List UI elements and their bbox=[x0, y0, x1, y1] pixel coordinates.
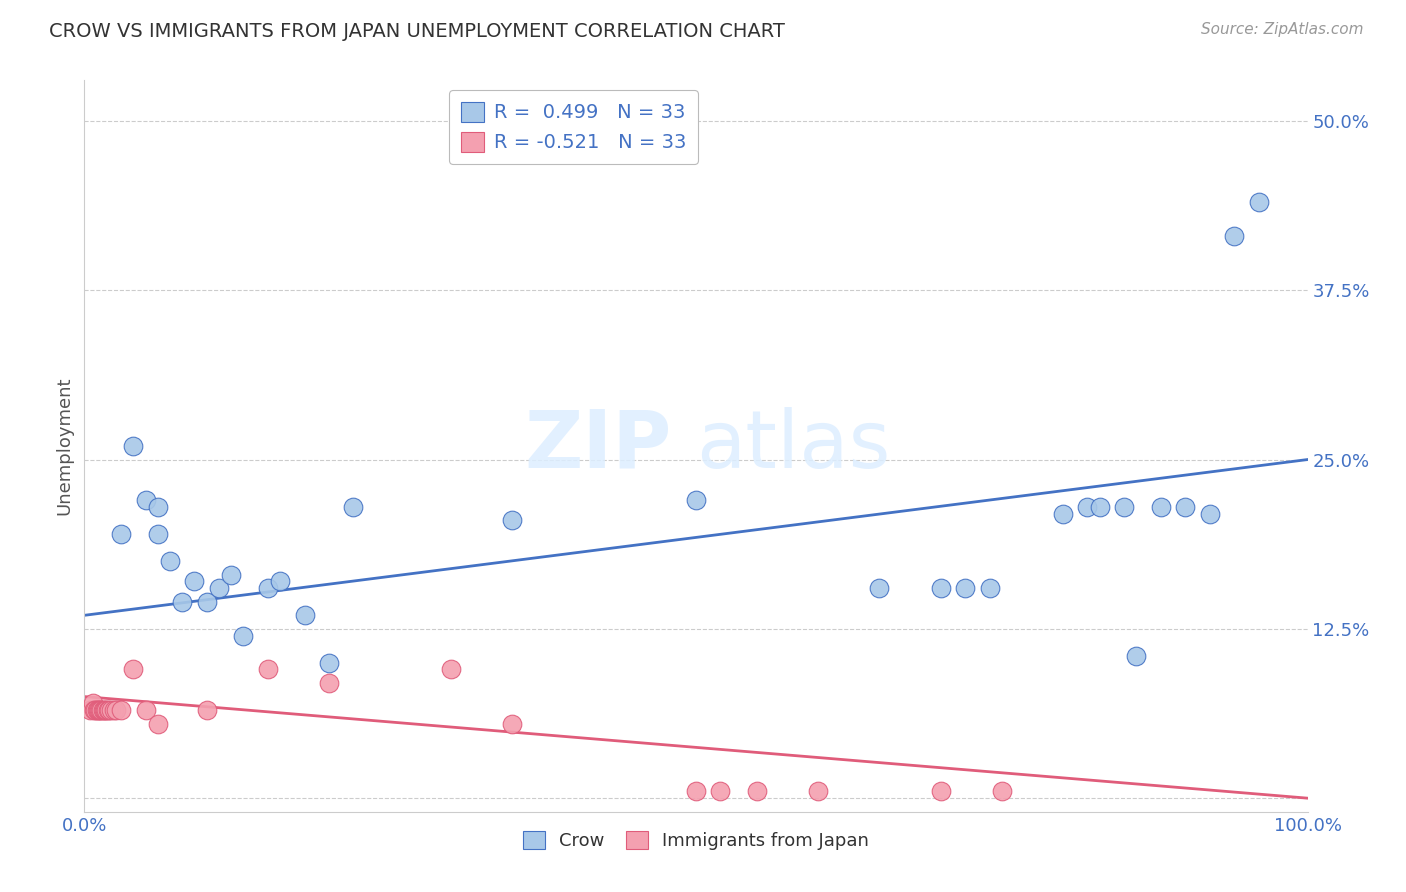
Point bbox=[747, 784, 769, 798]
Point bbox=[87, 703, 110, 717]
Point bbox=[84, 703, 107, 717]
Point bbox=[929, 784, 952, 798]
Point bbox=[82, 697, 104, 711]
Point bbox=[318, 656, 340, 670]
Point bbox=[929, 581, 952, 595]
Point bbox=[183, 574, 205, 589]
Point bbox=[93, 703, 115, 717]
Point bbox=[110, 527, 132, 541]
Point bbox=[91, 703, 114, 717]
Point bbox=[146, 716, 169, 731]
Point bbox=[146, 500, 169, 514]
Point bbox=[159, 554, 181, 568]
Point bbox=[257, 581, 280, 595]
Point bbox=[1247, 195, 1270, 210]
Point bbox=[94, 703, 117, 717]
Point bbox=[100, 703, 122, 717]
Point bbox=[89, 703, 111, 717]
Point bbox=[146, 527, 169, 541]
Point bbox=[1114, 500, 1136, 514]
Point bbox=[172, 595, 194, 609]
Text: ZIP: ZIP bbox=[524, 407, 672, 485]
Point bbox=[90, 703, 112, 717]
Point bbox=[979, 581, 1001, 595]
Text: CROW VS IMMIGRANTS FROM JAPAN UNEMPLOYMENT CORRELATION CHART: CROW VS IMMIGRANTS FROM JAPAN UNEMPLOYME… bbox=[49, 22, 785, 41]
Point bbox=[83, 703, 105, 717]
Point bbox=[1052, 507, 1074, 521]
Point bbox=[1125, 648, 1147, 663]
Text: Source: ZipAtlas.com: Source: ZipAtlas.com bbox=[1201, 22, 1364, 37]
Point bbox=[257, 663, 280, 677]
Point bbox=[440, 663, 463, 677]
Point bbox=[135, 703, 157, 717]
Point bbox=[953, 581, 976, 595]
Point bbox=[97, 703, 120, 717]
Point bbox=[685, 784, 707, 798]
Point bbox=[195, 595, 218, 609]
Point bbox=[135, 493, 157, 508]
Point bbox=[1223, 229, 1246, 244]
Y-axis label: Unemployment: Unemployment bbox=[55, 376, 73, 516]
Point bbox=[1198, 507, 1220, 521]
Point bbox=[869, 581, 891, 595]
Point bbox=[1088, 500, 1111, 514]
Point bbox=[232, 629, 254, 643]
Point bbox=[1076, 500, 1098, 514]
Point bbox=[219, 567, 242, 582]
Point bbox=[208, 581, 231, 595]
Point bbox=[294, 608, 316, 623]
Point bbox=[96, 703, 118, 717]
Text: atlas: atlas bbox=[696, 407, 890, 485]
Point bbox=[807, 784, 830, 798]
Point bbox=[97, 703, 120, 717]
Point bbox=[709, 784, 731, 798]
Point bbox=[342, 500, 364, 514]
Point bbox=[122, 663, 145, 677]
Point bbox=[685, 493, 707, 508]
Point bbox=[269, 574, 291, 589]
Point bbox=[103, 703, 125, 717]
Point bbox=[195, 703, 218, 717]
Point bbox=[1174, 500, 1197, 514]
Point bbox=[1150, 500, 1173, 514]
Point bbox=[991, 784, 1014, 798]
Point bbox=[502, 716, 524, 731]
Legend: Crow, Immigrants from Japan: Crow, Immigrants from Japan bbox=[516, 823, 876, 857]
Point bbox=[105, 703, 128, 717]
Point bbox=[110, 703, 132, 717]
Point bbox=[122, 439, 145, 453]
Point bbox=[502, 514, 524, 528]
Point bbox=[87, 703, 110, 717]
Point bbox=[86, 703, 108, 717]
Point bbox=[79, 703, 101, 717]
Point bbox=[318, 676, 340, 690]
